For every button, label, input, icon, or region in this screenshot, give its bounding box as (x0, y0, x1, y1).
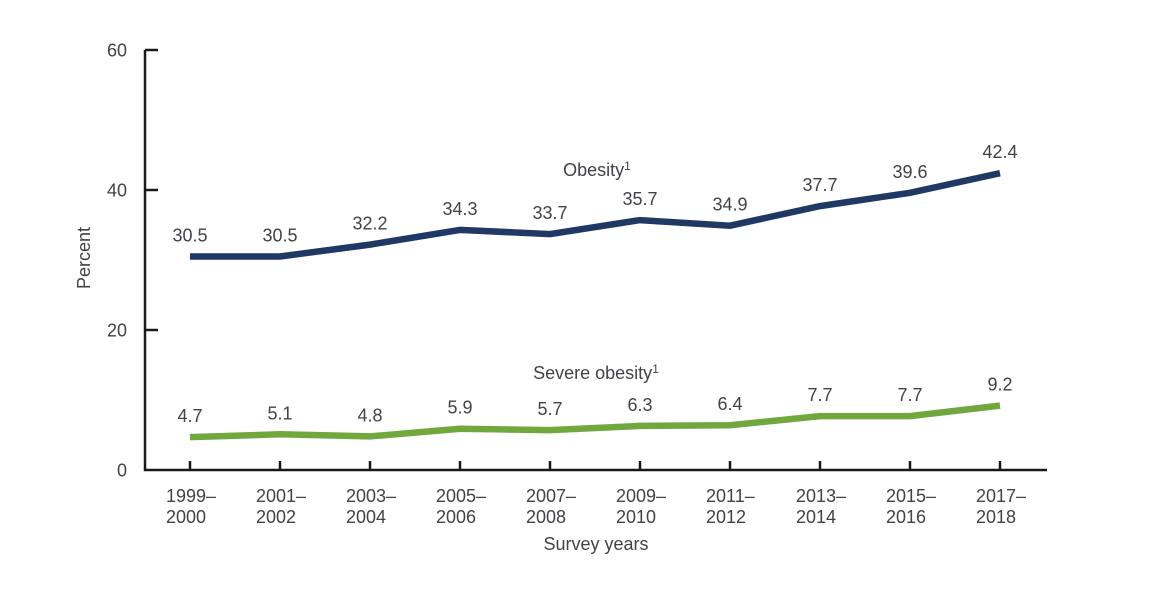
data-label-obesity: 35.7 (622, 189, 657, 209)
data-label-severe-obesity: 7.7 (807, 385, 832, 405)
y-axis-tick-label: 0 (117, 461, 127, 481)
x-axis-tick-label: 2015– 2016 (886, 486, 936, 527)
data-label-obesity: 33.7 (532, 203, 567, 223)
data-label-obesity: 37.7 (802, 175, 837, 195)
series-line-obesity (190, 170, 1001, 260)
data-label-obesity: 32.2 (352, 214, 387, 234)
x-axis-tick-label: 2007– 2008 (526, 486, 576, 527)
series-label-obesity: Obesity1 (563, 159, 631, 180)
y-axis-tick-label: 40 (107, 181, 127, 201)
x-axis-tick-label: 1999– 2000 (166, 486, 216, 527)
data-label-severe-obesity: 7.7 (897, 385, 922, 405)
data-label-severe-obesity: 5.9 (447, 398, 472, 418)
data-label-obesity: 39.6 (892, 162, 927, 182)
data-label-obesity: 34.3 (442, 199, 477, 219)
x-axis-tick-label: 2009– 2010 (616, 486, 666, 527)
x-axis-tick-label: 2005– 2006 (436, 486, 486, 527)
y-axis-title: Percent (74, 227, 94, 289)
data-label-obesity: 30.5 (172, 226, 207, 246)
x-axis-tick-label: 2013– 2014 (796, 486, 846, 527)
data-label-severe-obesity: 9.2 (987, 375, 1012, 395)
x-axis-tick-label: 2017– 2018 (976, 486, 1026, 527)
y-axis-tick-label: 60 (107, 41, 127, 61)
data-label-severe-obesity: 6.3 (627, 395, 652, 415)
data-label-severe-obesity: 5.1 (267, 403, 292, 423)
x-axis-tick-label: 2001– 2002 (256, 486, 306, 527)
series-label-severe-obesity: Severe obesity1 (533, 362, 659, 383)
series-line-severe-obesity (189, 402, 1001, 441)
data-label-obesity: 34.9 (712, 195, 747, 215)
data-label-severe-obesity: 6.4 (717, 394, 742, 414)
data-label-obesity: 42.4 (982, 142, 1017, 162)
x-axis-title: Survey years (543, 534, 648, 554)
x-axis-tick-label: 2011– 2012 (706, 486, 755, 527)
x-axis-tick-label: 2003– 2004 (346, 486, 396, 527)
y-axis-tick-label: 20 (107, 321, 127, 341)
data-label-severe-obesity: 4.7 (177, 406, 202, 426)
data-label-severe-obesity: 4.8 (357, 405, 382, 425)
data-label-severe-obesity: 5.7 (537, 399, 562, 419)
data-label-obesity: 30.5 (262, 226, 297, 246)
